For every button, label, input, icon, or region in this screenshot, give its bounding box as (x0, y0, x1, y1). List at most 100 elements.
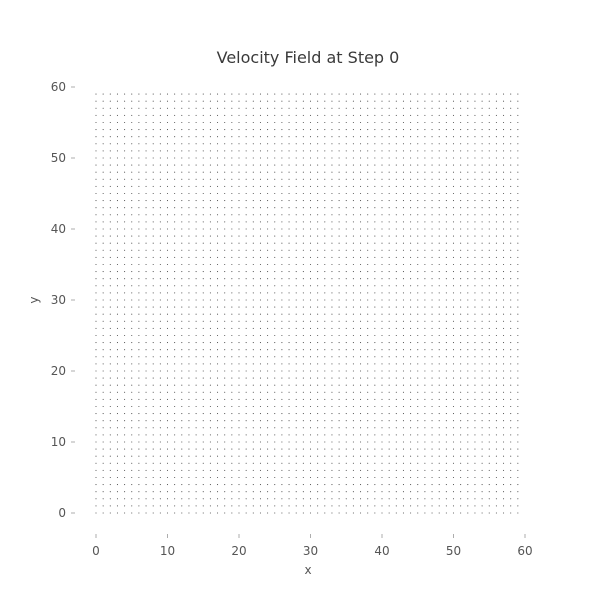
quiver-point (259, 292, 262, 294)
quiver-point (495, 320, 497, 322)
quiver-point (438, 491, 440, 493)
quiver-point (152, 327, 154, 329)
quiver-point (488, 455, 490, 457)
quiver-point (460, 327, 462, 329)
quiver-point (360, 398, 362, 400)
quiver-point (424, 462, 426, 464)
quiver-point (166, 505, 169, 507)
quiver-point (331, 405, 333, 408)
quiver-point (95, 391, 97, 393)
quiver-point (517, 349, 519, 351)
quiver-point (109, 178, 111, 180)
quiver-point (102, 462, 104, 464)
quiver-point (274, 221, 276, 223)
quiver-point (352, 121, 354, 124)
quiver-point (217, 249, 219, 251)
quiver-point (152, 306, 154, 308)
quiver-point (188, 491, 190, 493)
quiver-point (124, 107, 126, 109)
quiver-point (338, 136, 340, 138)
quiver-point (452, 292, 455, 294)
quiver-point (145, 150, 147, 152)
quiver-point (281, 363, 283, 365)
quiver-point (467, 249, 469, 251)
quiver-point (338, 249, 340, 251)
quiver-point (445, 100, 447, 102)
quiver-point (481, 434, 483, 436)
quiver-point (188, 512, 190, 514)
quiver-point (352, 462, 354, 464)
quiver-point (238, 221, 240, 223)
quiver-point (381, 455, 383, 457)
quiver-point (417, 100, 419, 102)
quiver-point (517, 256, 519, 258)
quiver-point (124, 349, 126, 351)
quiver-point (231, 129, 233, 131)
quiver-point (352, 420, 354, 422)
quiver-point (152, 185, 154, 187)
quiver-point (281, 512, 283, 514)
quiver-point (166, 285, 169, 287)
quiver-point (231, 228, 233, 230)
quiver-point (131, 455, 133, 457)
quiver-point (417, 292, 419, 294)
quiver-point (331, 278, 333, 280)
quiver-point (467, 512, 469, 514)
quiver-point (360, 327, 362, 329)
quiver-point (195, 192, 197, 195)
quiver-point (431, 377, 433, 379)
quiver-point (267, 164, 269, 166)
quiver-point (224, 349, 226, 351)
quiver-point (274, 391, 276, 393)
quiver-point (503, 129, 505, 131)
quiver-point (388, 398, 390, 400)
quiver-point (367, 235, 369, 237)
quiver-point (95, 469, 97, 471)
quiver-point (231, 441, 233, 443)
quiver-point (367, 285, 369, 287)
quiver-point (309, 278, 312, 280)
quiver-point (467, 192, 469, 195)
quiver-point (109, 462, 111, 464)
quiver-point (517, 200, 519, 202)
quiver-point (102, 121, 104, 124)
quiver-point (309, 93, 312, 95)
quiver-point (209, 278, 211, 280)
quiver-point (217, 505, 219, 507)
quiver-point (460, 278, 462, 280)
quiver-point (166, 391, 169, 393)
quiver-point (217, 285, 219, 287)
quiver-point (174, 263, 176, 266)
quiver-point (281, 391, 283, 393)
quiver-point (388, 285, 390, 287)
quiver-point (410, 271, 412, 273)
quiver-point (324, 178, 326, 180)
quiver-point (174, 242, 176, 244)
quiver-point (438, 185, 440, 187)
quiver-point (331, 292, 333, 294)
quiver-point (381, 398, 383, 400)
quiver-point (510, 256, 512, 258)
quiver-point (145, 377, 147, 379)
quiver-point (295, 342, 297, 344)
quiver-point (460, 107, 462, 109)
quiver-point (202, 363, 204, 365)
quiver-point (410, 413, 412, 415)
quiver-point (224, 228, 226, 230)
quiver-point (352, 235, 354, 237)
quiver-point (460, 398, 462, 400)
quiver-point (245, 498, 247, 500)
quiver-point (431, 462, 433, 464)
quiver-point (345, 114, 347, 116)
quiver-point (245, 299, 247, 301)
quiver-point (352, 107, 354, 109)
quiver-point (138, 484, 140, 486)
quiver-point (503, 342, 505, 344)
quiver-point (138, 427, 140, 429)
quiver-point (195, 178, 197, 180)
quiver-point (109, 342, 111, 344)
quiver-point (495, 256, 497, 258)
quiver-point (288, 334, 290, 337)
quiver-point (95, 278, 97, 280)
quiver-point (410, 398, 412, 400)
